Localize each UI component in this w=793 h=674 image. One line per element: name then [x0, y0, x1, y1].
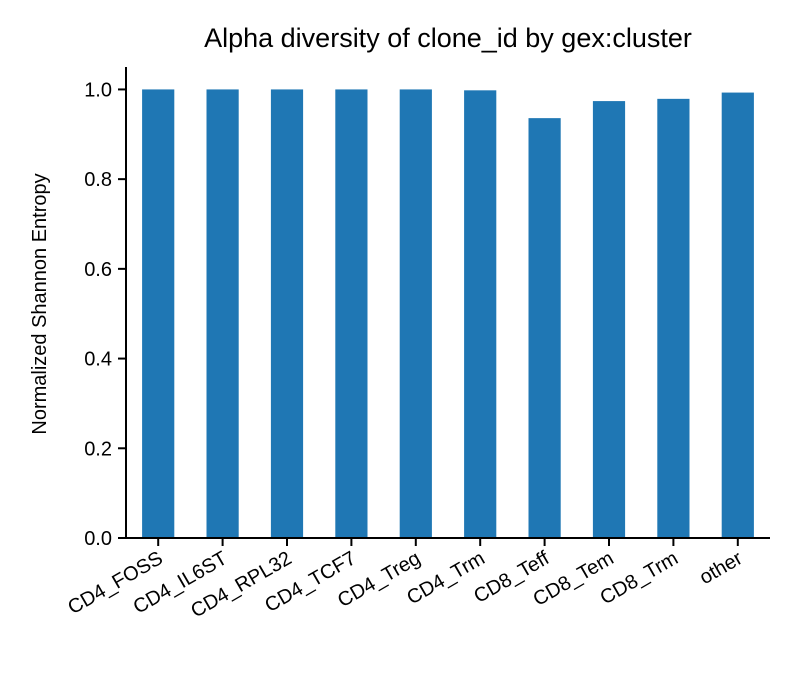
y-tick-label: 0.8 — [84, 169, 112, 191]
y-tick-label: 0.0 — [84, 528, 112, 550]
bar-cd8-trm — [657, 98, 690, 538]
x-axis-ticks: CD4_FOSSCD4_IL6STCD4_RPL32CD4_TCF7CD4_Tr… — [64, 538, 747, 622]
y-tick-label: 0.6 — [84, 259, 112, 281]
bar-other — [721, 92, 754, 538]
chart-title: Alpha diversity of clone_id by gex:clust… — [204, 23, 692, 53]
bar-cd8-tem — [592, 101, 626, 538]
y-tick-label: 1.0 — [84, 79, 112, 101]
y-tick-label: 0.4 — [84, 349, 112, 371]
bars-layer — [142, 89, 754, 538]
y-axis-ticks: 0.0 0.2 0.4 0.6 0.8 1.0 — [84, 79, 126, 550]
x-tick-label: other — [696, 547, 747, 589]
bar-cd4-il6st — [206, 89, 239, 538]
y-axis-label: Normalized Shannon Entropy — [29, 173, 51, 434]
bar-cd4-treg — [399, 89, 432, 538]
bar-cd4-foss — [142, 89, 175, 538]
bar-cd4-rpl32 — [270, 89, 304, 538]
bar-cd4-tcf7 — [335, 89, 368, 538]
y-tick-label: 0.2 — [84, 438, 112, 460]
bar-cd8-teff — [528, 118, 561, 538]
bar-cd4-trm — [464, 90, 497, 538]
